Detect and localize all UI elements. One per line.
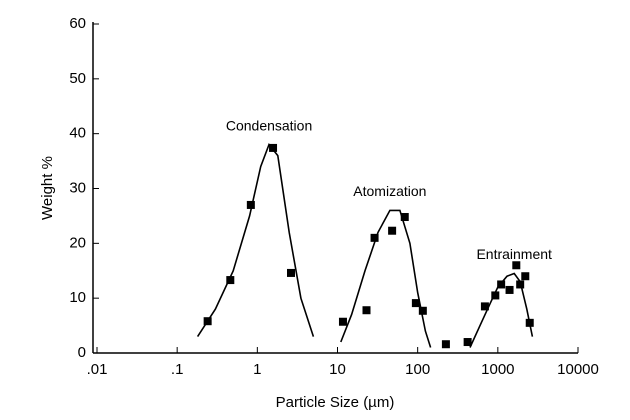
x-tick-label: 100 — [405, 361, 430, 378]
data-point — [269, 143, 278, 152]
data-point — [521, 272, 530, 281]
y-tick-label: 10 — [69, 289, 86, 306]
x-tick-label: .01 — [87, 361, 108, 378]
y-tick-label: 60 — [69, 15, 86, 32]
series-label: Condensation — [226, 117, 312, 133]
data-point — [362, 306, 371, 315]
y-tick-label: 50 — [69, 70, 86, 87]
x-tick-label: 1000 — [481, 361, 514, 378]
fit-curve — [340, 209, 432, 348]
series-label: Entrainment — [476, 246, 552, 262]
data-point — [370, 233, 379, 242]
y-tick-label: 20 — [69, 234, 86, 251]
x-axis-title: Particle Size (µm) — [276, 394, 395, 411]
data-point — [516, 280, 525, 289]
data-point — [491, 291, 500, 300]
x-tick-label: 10 — [329, 361, 346, 378]
data-point — [463, 338, 472, 347]
series-label: Atomization — [353, 183, 426, 199]
data-point — [525, 318, 534, 327]
data-point — [480, 302, 489, 311]
y-tick-label: 30 — [69, 179, 86, 196]
x-tick-label: .1 — [171, 361, 184, 378]
data-point — [418, 306, 427, 315]
y-tick-label: 40 — [69, 125, 86, 142]
data-point — [286, 268, 295, 277]
data-point — [441, 340, 450, 349]
data-point — [497, 280, 506, 289]
data-point — [226, 276, 235, 285]
data-point — [203, 317, 212, 326]
fit-curve — [196, 143, 315, 338]
data-point — [400, 213, 409, 222]
fit-curve — [469, 272, 534, 348]
data-point — [512, 261, 521, 270]
data-point — [388, 226, 397, 235]
x-tick-label: 10000 — [557, 361, 599, 378]
y-axis-title: Weight % — [39, 156, 56, 220]
data-point — [505, 285, 514, 294]
y-tick-label: 0 — [78, 344, 86, 361]
data-point — [338, 317, 347, 326]
data-point — [246, 200, 255, 209]
x-tick-label: 1 — [253, 361, 261, 378]
data-point — [411, 299, 420, 308]
